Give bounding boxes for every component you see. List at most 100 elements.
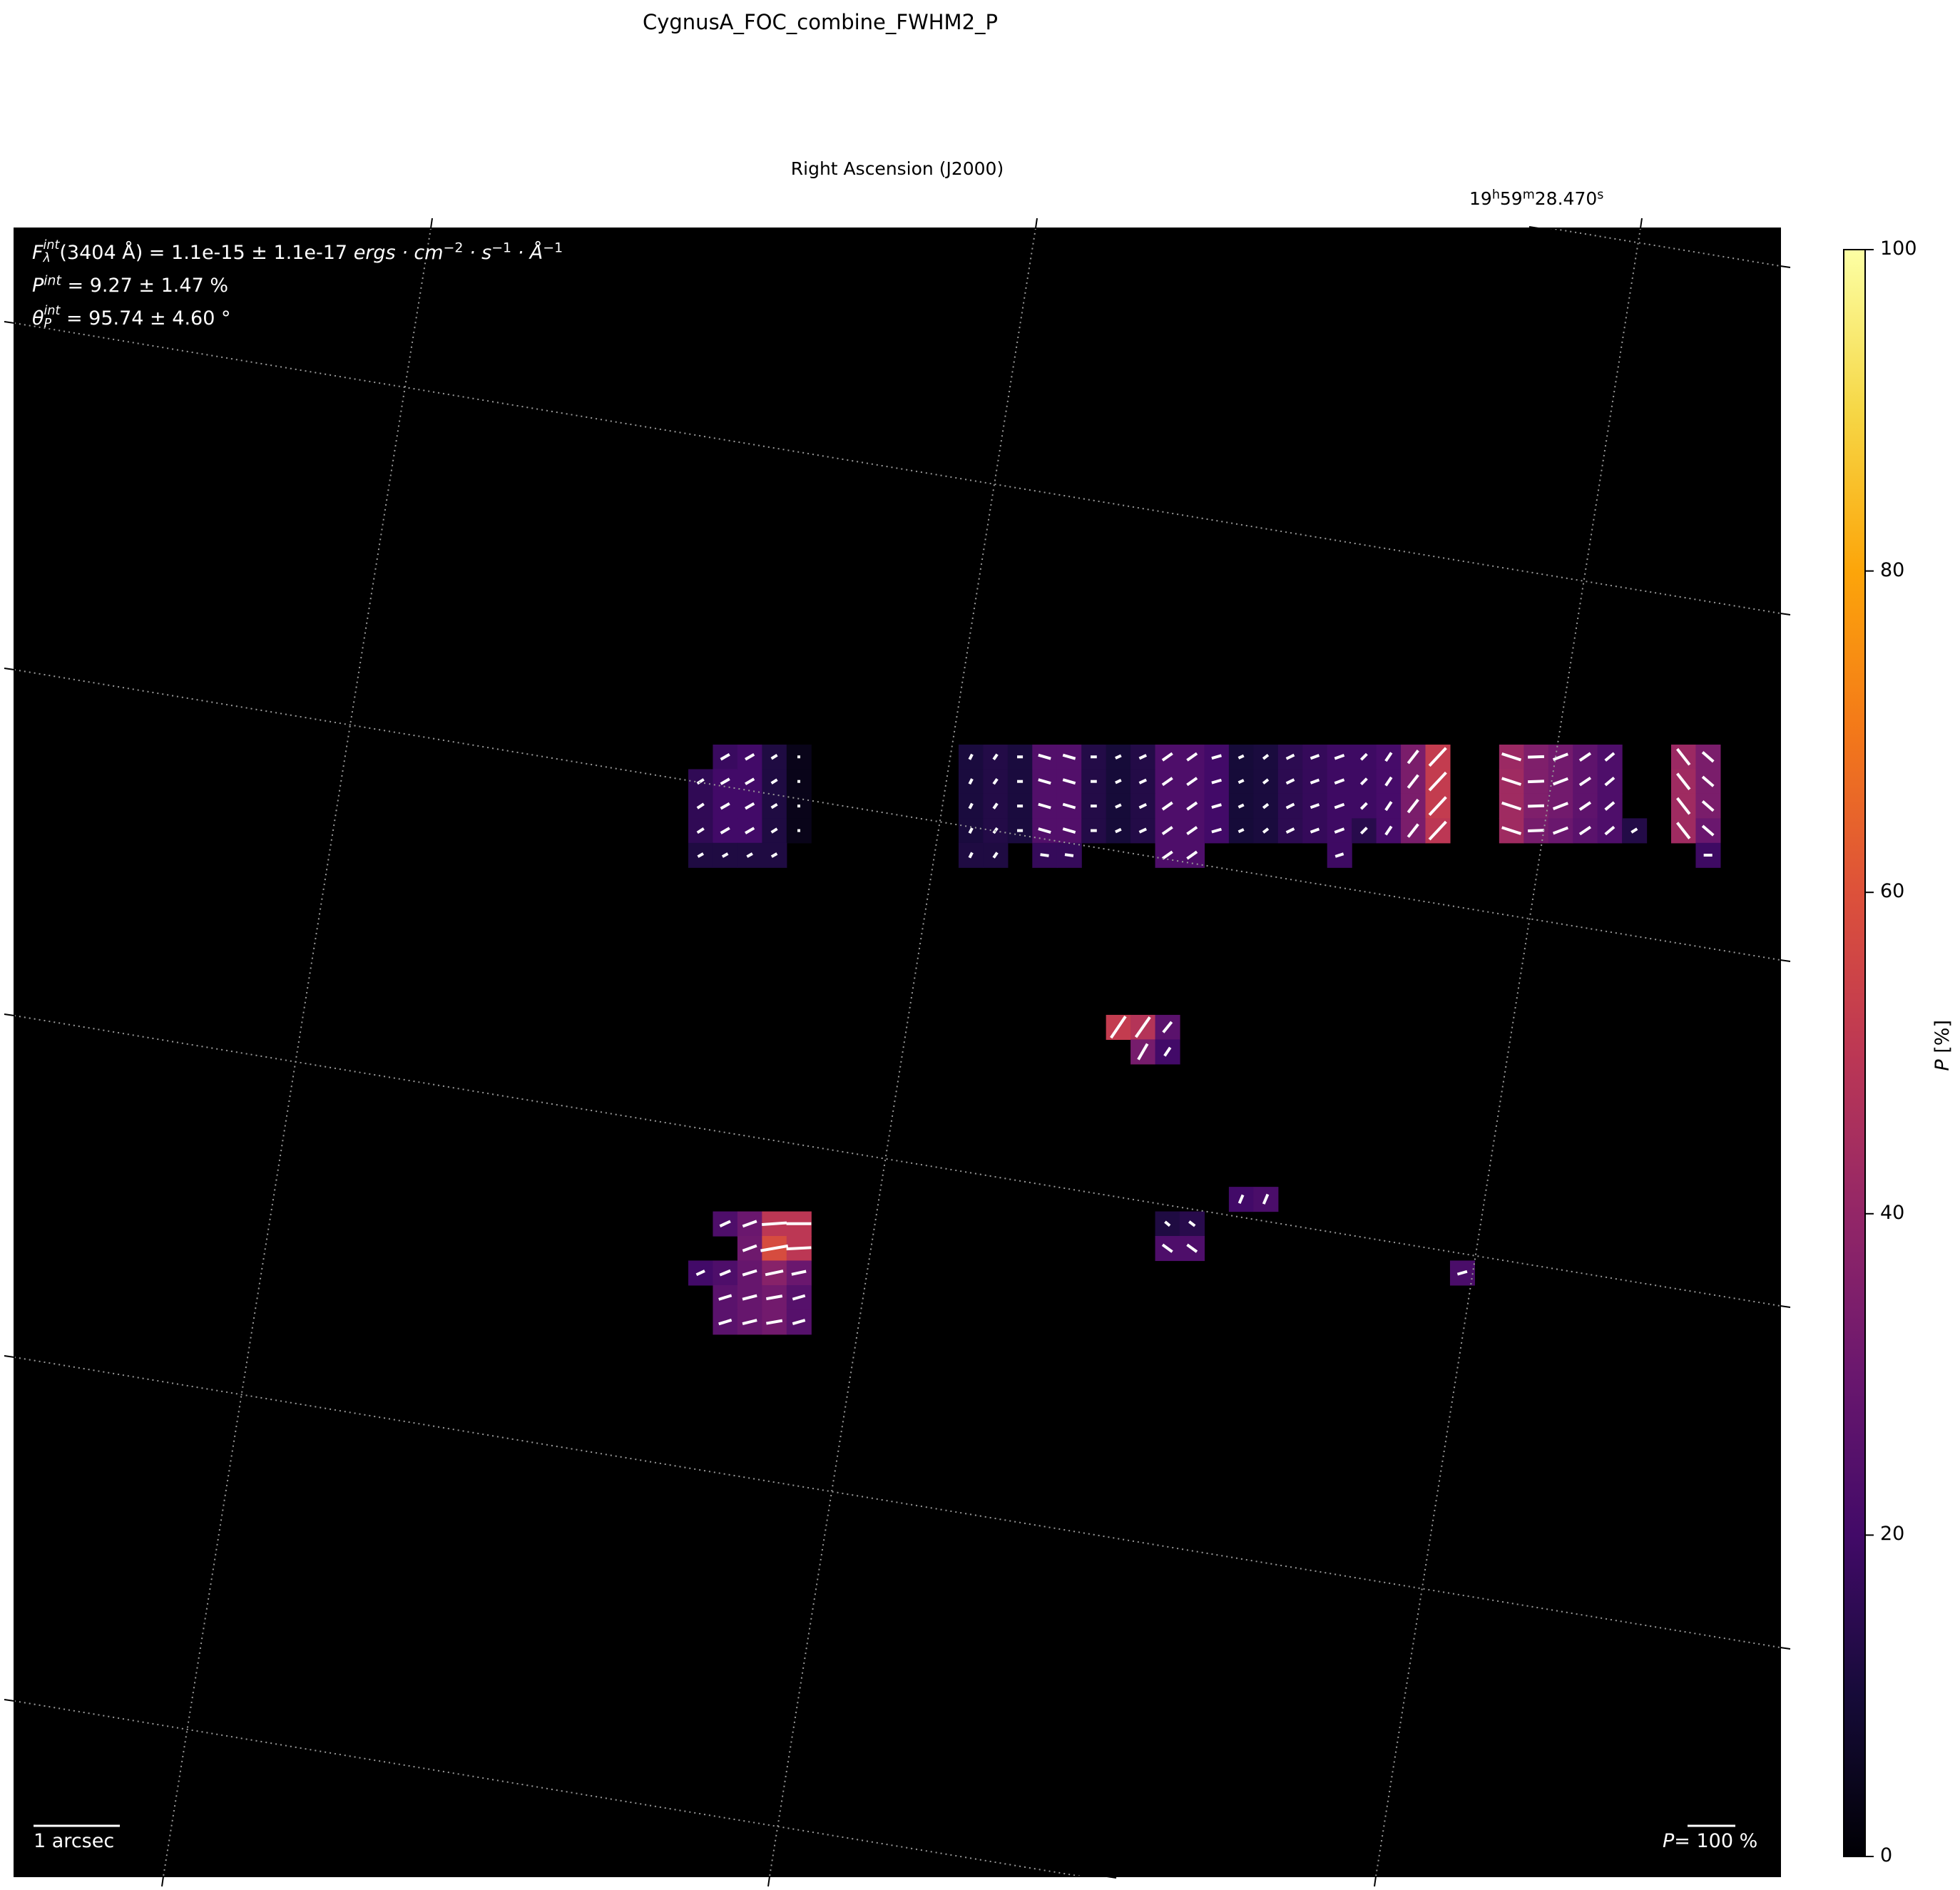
plot-background	[14, 228, 1780, 1876]
polarization-vector	[770, 802, 778, 809]
polarization-vector	[1675, 772, 1691, 790]
polarization-vector	[1038, 753, 1051, 760]
polarization-vector	[1262, 1193, 1270, 1205]
polarization-vector	[1134, 1016, 1151, 1038]
polarization-vector	[1285, 827, 1295, 834]
polarization-vector	[1701, 824, 1715, 837]
polarization-vector	[1310, 778, 1320, 785]
polarization-vector	[1552, 752, 1569, 762]
polarization-vector	[1115, 803, 1122, 809]
polarization-vector	[1675, 747, 1691, 766]
polarization-vector	[770, 754, 778, 760]
arcsec-scalebar-label: 1 arcsec	[34, 1830, 115, 1852]
polarization-vector	[1262, 827, 1270, 834]
polarization-vector	[1186, 801, 1198, 811]
polarization-vector	[1115, 827, 1122, 834]
polarization-vector	[1578, 776, 1592, 787]
polarization-vector	[760, 1244, 789, 1252]
polarization-vector	[1186, 752, 1198, 762]
polarization-vector	[1578, 801, 1592, 811]
polarization-vector	[1528, 829, 1544, 832]
polarization-vector	[1675, 822, 1691, 839]
top-tick	[1640, 218, 1643, 229]
polarization-vector	[1701, 800, 1715, 812]
polarization-vector	[697, 852, 704, 858]
polarization-vector	[718, 1294, 733, 1301]
bottom-tick	[1106, 1876, 1117, 1879]
ra-grid-line	[769, 228, 1036, 1877]
right-tick	[1780, 1647, 1791, 1650]
polarization-vector	[792, 1319, 806, 1325]
polarization-vector	[1359, 802, 1368, 810]
polarization-vector	[1161, 801, 1173, 811]
polarization-vector	[742, 1319, 757, 1326]
polarization-vector	[1285, 753, 1295, 760]
dec-grid-line	[14, 1357, 1781, 1648]
bottom-tick	[767, 1876, 770, 1887]
polarization-vector	[1161, 850, 1173, 860]
x-axis-label: Right Ascension (J2000)	[790, 158, 1004, 179]
polarization-vector	[1675, 797, 1691, 815]
polarization-vector	[1237, 779, 1245, 785]
polarization-vector	[1310, 754, 1320, 760]
dec-grid-line	[14, 322, 1781, 614]
polarization-vector	[1262, 778, 1270, 785]
polarization-vector	[1137, 1043, 1149, 1061]
integrated-angle: θ int P = 95.74 ± 4.60 °	[32, 303, 231, 331]
polarization-vector	[1552, 802, 1569, 810]
polarization-vector	[992, 852, 999, 859]
polarization-vector	[696, 802, 705, 809]
polarization-vector	[1604, 776, 1616, 787]
left-tick	[4, 321, 15, 324]
polarization-vector	[766, 1294, 783, 1301]
polarization-vector	[1407, 823, 1419, 838]
polarization-vector	[1384, 825, 1393, 836]
polarization-vector	[1604, 801, 1616, 811]
polarization-vector	[968, 778, 974, 785]
polarization-vector	[766, 1319, 783, 1325]
polarization-vector	[1186, 777, 1198, 787]
polarization-vector	[1528, 780, 1544, 784]
polarization-vector	[792, 1294, 806, 1301]
right-tick	[1780, 1305, 1791, 1308]
dec-grid-line	[14, 1015, 1781, 1307]
polarization-vector	[720, 827, 730, 834]
polarization-vector	[742, 1220, 757, 1228]
polarization-vector	[1038, 802, 1051, 809]
polarization-vector	[742, 1269, 757, 1277]
polarization-vector	[1237, 754, 1245, 760]
left-tick	[4, 1013, 15, 1016]
polarization-vector	[1161, 752, 1173, 762]
right-tick	[1780, 265, 1791, 268]
polarization-vector	[719, 1220, 731, 1227]
polarization-vector	[696, 827, 705, 834]
polarization-vector	[1237, 803, 1245, 809]
polarization-vectors	[695, 747, 1715, 1326]
polarization-vector	[746, 852, 753, 858]
polarization-vector	[695, 1270, 705, 1277]
polarization-vector	[1701, 751, 1715, 763]
polarization-vector	[968, 852, 974, 859]
colorbar-tick-label: 100	[1880, 237, 1917, 260]
polarization-vector	[1334, 802, 1345, 809]
polarization-vector	[1334, 778, 1345, 785]
polarization-vector	[968, 802, 974, 809]
polarization-vector	[1186, 850, 1198, 860]
polarization-vector	[1211, 803, 1222, 809]
right-tick	[1780, 959, 1791, 962]
polarization-scalebar-label: P= 100 %	[1663, 1830, 1758, 1852]
polarization-vector	[762, 1221, 787, 1226]
polarization-vector	[1384, 776, 1393, 787]
x-tick-label: 19h59m28.470s	[1469, 188, 1604, 209]
polarization-vector	[1359, 827, 1368, 835]
polarization-vector	[745, 752, 755, 761]
polarization-vector	[1237, 828, 1245, 834]
polarization-vector	[1161, 826, 1173, 836]
polarization-vector	[1701, 775, 1715, 787]
polarization-vector	[1062, 802, 1076, 809]
polarization-vector	[1501, 752, 1522, 762]
polarization-vector	[1162, 1021, 1173, 1033]
polarization-vector	[791, 1270, 807, 1276]
polarization-vector	[1062, 778, 1076, 785]
